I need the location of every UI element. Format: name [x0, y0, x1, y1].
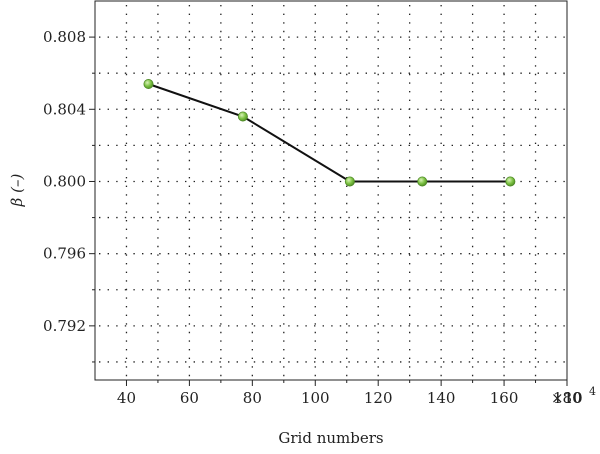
x-tick-label: 160	[490, 389, 519, 407]
series-layer	[143, 79, 516, 187]
x-tick-label: 140	[427, 389, 456, 407]
x-tick-label: 60	[180, 389, 199, 407]
label-layer: 40 60 80 100 120 140 160 180 0.792 0.796 0.800 0.80…	[43, 28, 582, 407]
x-tick-label: 40	[117, 389, 136, 407]
y-axis-title: β (–)	[8, 174, 26, 208]
x-axis-title: Grid numbers	[278, 429, 383, 447]
data-point	[344, 176, 355, 187]
x-tick-label: 180	[553, 389, 582, 407]
x-multiplier-exponent: 4	[589, 385, 596, 398]
y-tick-label: 0.808	[43, 28, 86, 46]
data-point	[143, 79, 154, 90]
tick-layer	[89, 36, 568, 386]
plot-frame	[94, 0, 568, 381]
grid-layer	[99, 5, 565, 378]
data-point	[505, 176, 516, 187]
x-multiplier-label: ×10	[551, 389, 583, 407]
series-line	[148, 83, 511, 183]
data-point	[417, 176, 428, 187]
y-tick-label: 0.792	[43, 317, 86, 335]
y-tick-label: 0.800	[43, 172, 86, 190]
x-tick-label: 100	[301, 389, 330, 407]
y-tick-label: 0.804	[43, 100, 86, 118]
data-point	[237, 111, 248, 122]
x-tick-label: 120	[364, 389, 393, 407]
x-tick-label: 80	[243, 389, 262, 407]
y-tick-label: 0.796	[43, 245, 86, 263]
